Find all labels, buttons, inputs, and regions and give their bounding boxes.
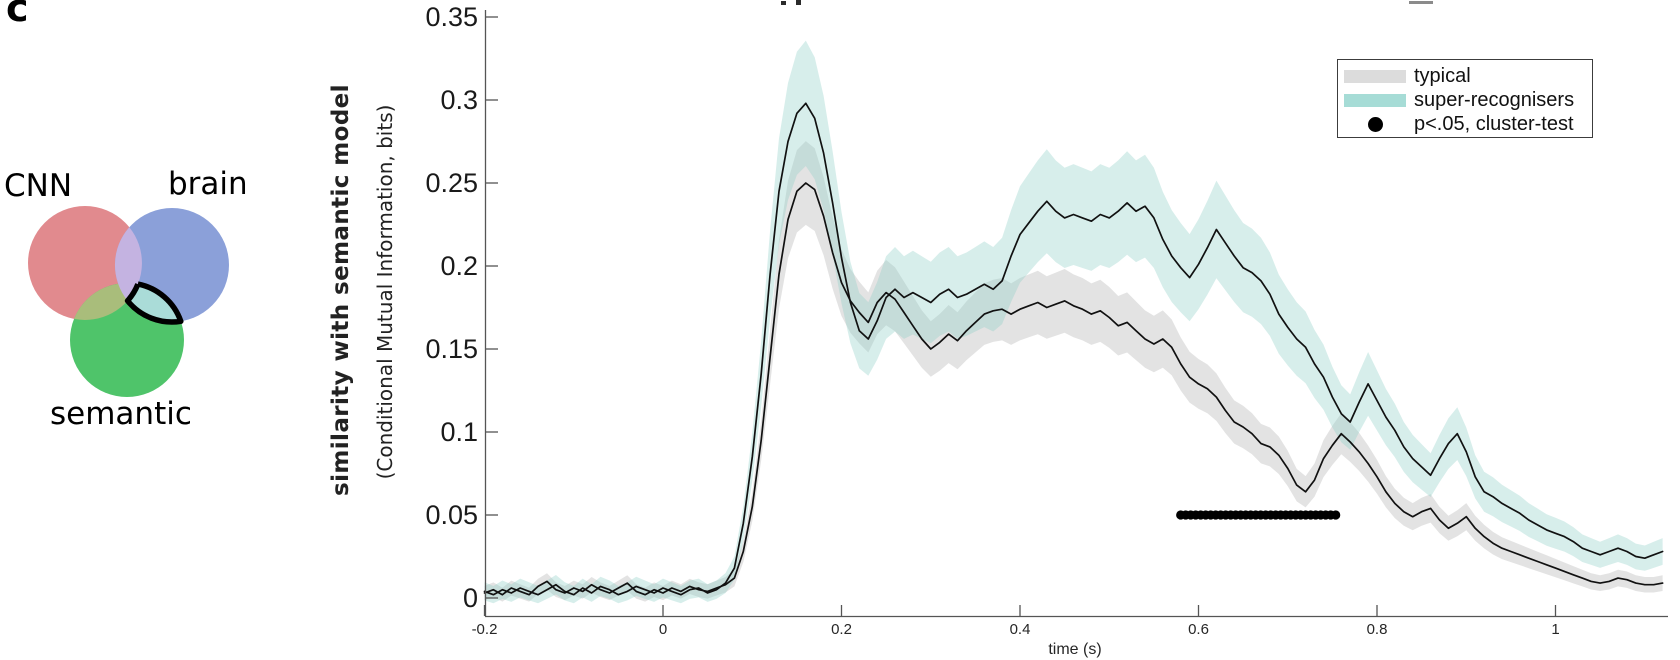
venn-label-semantic: semantic — [50, 396, 192, 432]
y-axis-subtitle: (Conditional Mutual Information, bits) — [373, 104, 397, 480]
venn-label-cnn: CNN — [4, 168, 73, 204]
x-tick-label: 0 — [658, 621, 668, 638]
y-tick-label: 0.05 — [425, 500, 478, 530]
cropped-title-fragment — [796, 0, 801, 5]
venn-overlap-cnn-brain — [114, 227, 142, 301]
venn-highlight-region — [124, 281, 184, 325]
legend-entry-cluster-test: p<.05, cluster-test — [1344, 113, 1574, 135]
legend-entry-typical: typical — [1344, 65, 1471, 87]
x-tick-label: -0.2 — [471, 621, 498, 638]
typical-band-swatch — [1344, 69, 1406, 83]
y-tick-label: 0.25 — [425, 168, 478, 198]
x-tick-label: 0.6 — [1188, 621, 1209, 638]
cropped-title-fragment — [1409, 1, 1433, 4]
x-tick-label: 0.8 — [1366, 621, 1388, 638]
y-tick-label: 0.1 — [440, 417, 478, 447]
venn-label-brain: brain — [168, 166, 248, 202]
super-recognisers-band-swatch — [1344, 93, 1406, 107]
cropped-title-fragment — [781, 1, 786, 5]
x-tick-label: 0.2 — [831, 621, 852, 638]
significance-marker-dot — [1331, 510, 1341, 520]
y-tick-label: 0.35 — [425, 2, 478, 32]
y-axis-title: similarity with semantic model — [328, 84, 354, 496]
y-tick-label: 0 — [462, 583, 478, 613]
error-band-typical — [484, 141, 1663, 602]
mean-line-typical — [483, 182, 1664, 596]
legend-label: p<.05, cluster-test — [1414, 112, 1574, 135]
legend-label: typical — [1414, 64, 1471, 87]
chart-legend: typical super-recognisers p<.05, cluster… — [1337, 59, 1593, 138]
legend-entry-super-recognisers: super-recognisers — [1344, 89, 1574, 111]
error-band-super-recognisers — [484, 40, 1663, 604]
legend-label: super-recognisers — [1414, 88, 1575, 111]
x-axis-title: time (s) — [1048, 641, 1102, 658]
significance-dot-swatch — [1367, 116, 1383, 132]
x-tick-label: 1 — [1551, 621, 1560, 638]
y-tick-label: 0.2 — [440, 251, 478, 281]
x-tick-label: 0.4 — [1009, 621, 1031, 638]
y-tick-label: 0.15 — [425, 334, 478, 364]
panel-label: c — [6, 0, 29, 30]
mean-line-super-recognisers — [483, 102, 1664, 596]
y-tick-label: 0.3 — [440, 85, 478, 115]
